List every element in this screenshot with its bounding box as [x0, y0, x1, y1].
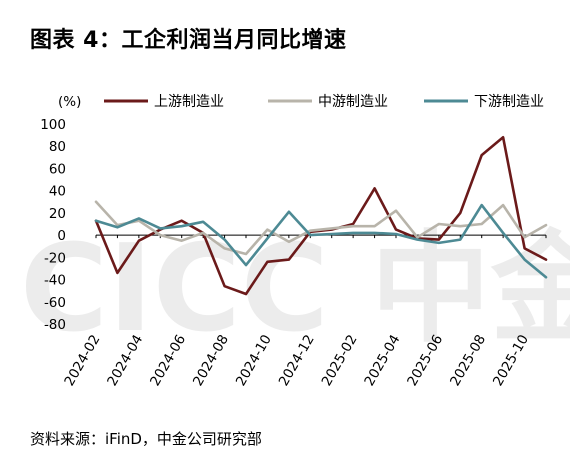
watermark-text: CICC 中金公司 [20, 220, 570, 359]
y-tick-label: -60 [44, 295, 66, 311]
series-line-2 [94, 200, 548, 256]
y-tick-label: 20 [49, 206, 66, 222]
y-tick-label: 80 [49, 139, 66, 155]
y-tick-label: -40 [44, 273, 66, 289]
series-line-3 [94, 203, 548, 279]
legend-label: 下游制造业 [474, 94, 544, 110]
y-tick-label: -80 [44, 317, 66, 333]
y-tick-label: 40 [49, 184, 66, 200]
cicc-watermark: CICC 中金公司 [20, 220, 570, 359]
chart-title: 图表 4：工企利润当月同比增速 [30, 28, 347, 53]
y-tick-label: 0 [57, 228, 66, 244]
legend-label: 上游制造业 [154, 94, 224, 110]
y-tick-label: 60 [49, 161, 66, 177]
source-note: 资料来源：iFinD，中金公司研究部 [30, 430, 262, 448]
legend-label: 中游制造业 [318, 94, 388, 110]
y-tick-label: 100 [40, 117, 66, 133]
y-axis-unit-label: (%) [58, 94, 81, 110]
y-tick-label: -20 [44, 250, 66, 266]
